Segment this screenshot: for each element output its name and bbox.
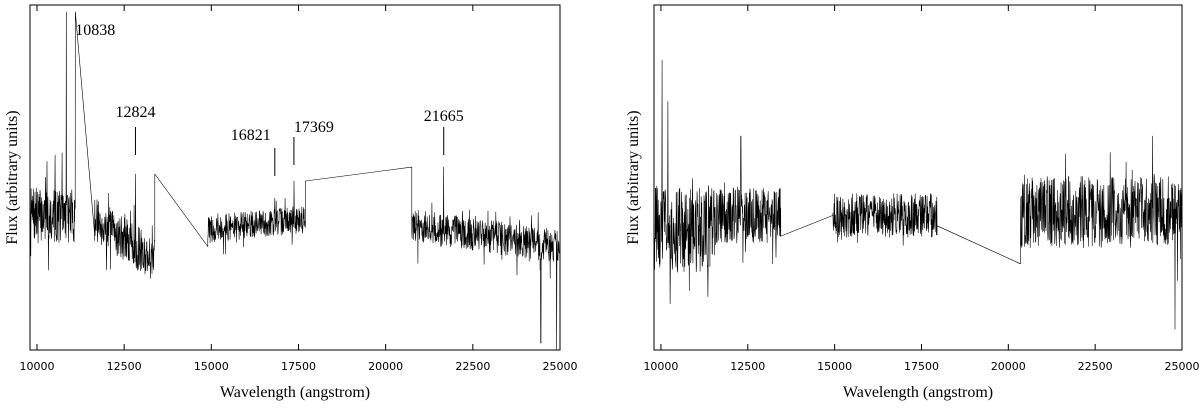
y-axis-label: Flux (arbitrary units): [625, 110, 642, 244]
x-tick-label: 15000: [194, 360, 229, 373]
x-tick-label: 25000: [543, 360, 578, 373]
plot-frame: [29, 4, 561, 351]
chart-panel-2: 10000 12500 15000 17500 20000 22500 25000 Wavel…: [625, 4, 1200, 401]
x-tick-label: 10000: [643, 360, 678, 373]
x-tick-label: 17500: [904, 360, 939, 373]
annotation-21665: 21665: [424, 108, 464, 125]
x-tick-label: 15000: [817, 360, 852, 373]
x-tick-label: 17500: [281, 360, 316, 373]
spectrum-line: [29, 11, 561, 351]
x-tick-label: 10000: [19, 360, 54, 373]
annotation-10838: 10838: [75, 22, 115, 39]
x-tick-label: 22500: [455, 360, 490, 373]
x-tick-label: 25000: [1165, 360, 1200, 373]
x-axis-label: Wavelength (angstrom): [220, 384, 370, 401]
annotation-16821: 16821: [231, 127, 271, 144]
annotation-12824: 12824: [115, 104, 155, 121]
x-tick-label: 20000: [368, 360, 403, 373]
spectrum-line: [653, 59, 1183, 330]
x-axis-label: Wavelength (angstrom): [843, 384, 993, 401]
annotation-17369: 17369: [294, 119, 334, 136]
x-tick-label: 20000: [991, 360, 1026, 373]
plot-frame: [653, 4, 1183, 351]
y-axis-label: Flux (arbitrary units): [4, 110, 21, 244]
x-tick-label: 22500: [1078, 360, 1113, 373]
x-tick-label: 12500: [730, 360, 765, 373]
chart-panel-1: 10000 12500 15000 17500 20000 22500 25000 Wavel…: [4, 4, 578, 401]
x-tick-label: 12500: [107, 360, 142, 373]
